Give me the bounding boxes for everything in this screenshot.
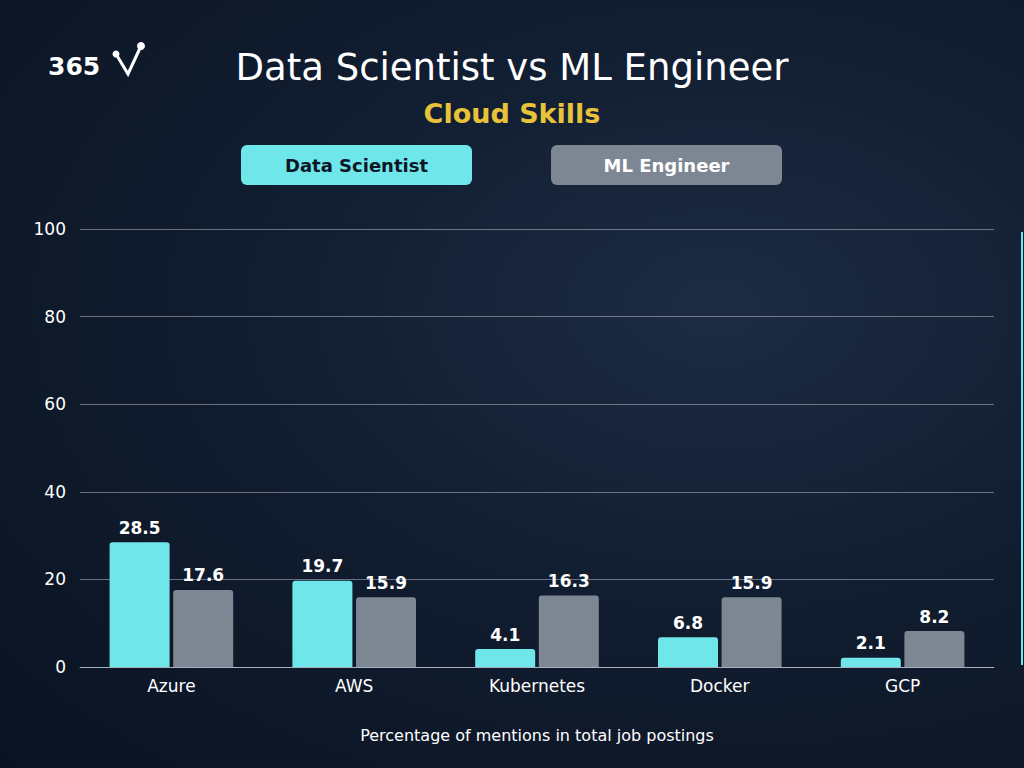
svg-text:4.1: 4.1 — [490, 625, 520, 645]
svg-text:Data Scientist: Data Scientist — [285, 155, 428, 176]
svg-text:20: 20 — [44, 569, 66, 589]
svg-text:15.9: 15.9 — [365, 573, 407, 593]
svg-text:0: 0 — [55, 657, 66, 677]
svg-text:17.6: 17.6 — [182, 565, 224, 585]
svg-text:GCP: GCP — [885, 676, 920, 696]
svg-text:100: 100 — [34, 219, 66, 239]
svg-text:28.5: 28.5 — [119, 518, 161, 538]
svg-text:ML Engineer: ML Engineer — [604, 155, 730, 176]
svg-text:Azure: Azure — [147, 676, 195, 696]
svg-text:Cloud Skills: Cloud Skills — [424, 98, 601, 129]
svg-text:Data Scientist vs ML Engineer: Data Scientist vs ML Engineer — [236, 46, 790, 89]
svg-text:19.7: 19.7 — [301, 556, 343, 576]
svg-text:60: 60 — [44, 394, 66, 414]
svg-text:80: 80 — [44, 307, 66, 327]
svg-text:Percentage of mentions in tota: Percentage of mentions in total job post… — [360, 726, 714, 745]
svg-text:Kubernetes: Kubernetes — [489, 676, 585, 696]
svg-text:Docker: Docker — [690, 676, 750, 696]
svg-text:8.2: 8.2 — [919, 607, 949, 627]
svg-text:AWS: AWS — [335, 676, 373, 696]
svg-text:40: 40 — [44, 482, 66, 502]
svg-text:2.1: 2.1 — [856, 633, 886, 653]
svg-text:6.8: 6.8 — [673, 613, 703, 633]
svg-text:16.3: 16.3 — [548, 571, 590, 591]
svg-text:15.9: 15.9 — [731, 573, 773, 593]
svg-text:365: 365 — [48, 52, 100, 81]
